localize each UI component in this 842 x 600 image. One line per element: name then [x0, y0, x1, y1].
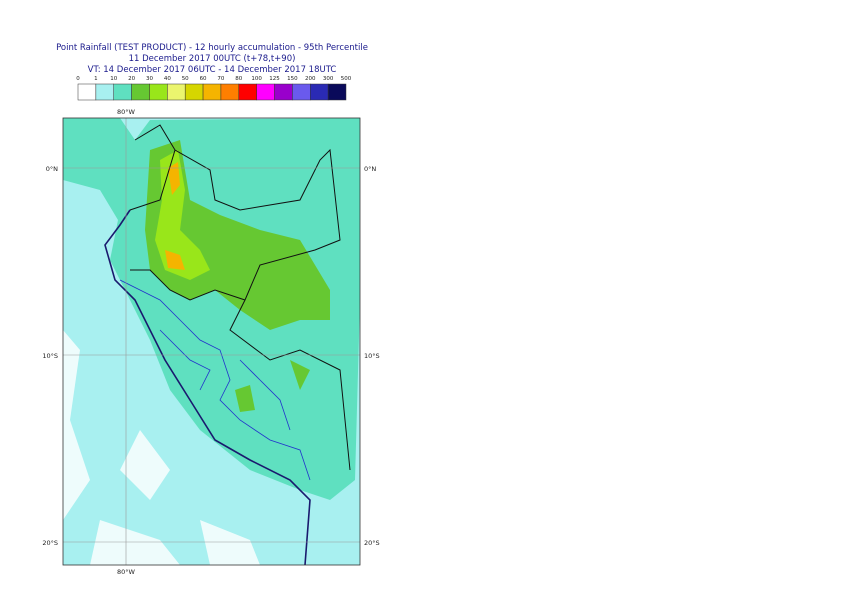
legend-swatch [149, 83, 168, 101]
legend-label: 60 [200, 76, 207, 82]
legend-swatch [310, 83, 329, 101]
legend-label: 70 [217, 76, 224, 82]
lat-label: 0°N [364, 165, 376, 173]
legend-label: 200 [305, 76, 316, 82]
lon-label: 80°W [117, 568, 136, 576]
rain-30mm [155, 150, 210, 280]
legend-swatch [220, 83, 240, 101]
legend-swatch [327, 83, 347, 101]
title-line: Point Rainfall (TEST PRODUCT) - 12 hourl… [56, 43, 368, 53]
legend-swatch [202, 83, 222, 101]
legend-label: 50 [182, 76, 189, 82]
legend-swatch [256, 83, 275, 101]
borders [129, 124, 351, 471]
rain-20mm [235, 360, 310, 412]
lat-label: 10°S [364, 352, 380, 360]
coastline [104, 209, 311, 565]
legend-label: 150 [287, 76, 298, 82]
legend-swatch [131, 83, 150, 101]
rain-20mm [145, 140, 330, 330]
legend-label: 10 [110, 76, 117, 82]
legend-label: 80 [235, 76, 242, 82]
legend-swatch [113, 83, 132, 101]
rain-60mm [165, 162, 185, 270]
legend-swatch [292, 83, 311, 101]
lat-label: 0°N [46, 165, 58, 173]
legend-label: 300 [323, 76, 334, 82]
lat-label: 20°S [364, 539, 380, 547]
legend-label: 20 [128, 76, 135, 82]
legend-label: 125 [269, 76, 280, 82]
legend-label: 30 [146, 76, 153, 82]
map-panel: 80°W 80°W 0°N 0°N 10°S 10°S 20°S 20°S [42, 108, 379, 576]
rain-10mm [63, 118, 360, 500]
lon-label: 80°W [117, 108, 136, 116]
legend-swatch [184, 83, 204, 101]
color-legend: 0 1 10 20 30 40 50 60 70 80 100 125 150 200 300 500 [76, 76, 352, 101]
legend-swatch [167, 83, 186, 101]
legend-label: 500 [341, 76, 352, 82]
map-frame [62, 117, 361, 566]
legend-swatch [77, 83, 97, 101]
legend-label: 100 [251, 76, 262, 82]
legend-label: 0 [76, 76, 80, 82]
regions [119, 279, 311, 481]
legend-label: 40 [164, 76, 171, 82]
legend-label: 1 [94, 76, 98, 82]
title-line: VT: 14 December 2017 06UTC - 14 December… [88, 65, 337, 75]
dry-area [63, 330, 260, 565]
lat-label: 20°S [42, 539, 58, 547]
legend-swatch [274, 83, 293, 101]
legend-swatch [95, 83, 114, 101]
title-line: 11 December 2017 00UTC (t+78,t+90) [129, 54, 296, 64]
legend-swatch [238, 83, 257, 101]
lat-label: 10°S [42, 352, 58, 360]
